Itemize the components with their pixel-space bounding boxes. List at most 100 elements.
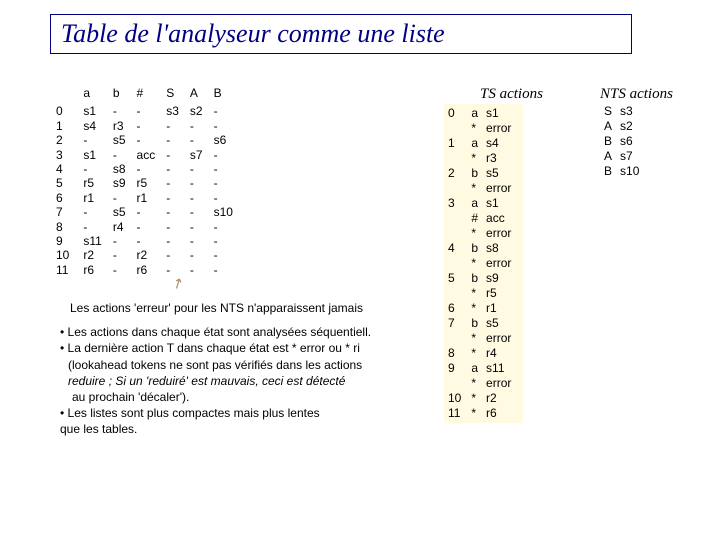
table-cell: - (190, 162, 214, 176)
table-cell: - (113, 191, 137, 205)
table-cell: s2 (190, 104, 214, 118)
note-line: que les tables. (60, 421, 420, 437)
table-cell (448, 121, 471, 136)
table-cell: 7 (448, 316, 471, 331)
table-cell: - (190, 205, 214, 219)
table-cell: * (471, 391, 486, 406)
table-cell: error (486, 121, 519, 136)
table-cell (448, 151, 471, 166)
table-cell: s5 (113, 205, 137, 219)
table-row: 7bs5 (448, 316, 519, 331)
table-row: 9s11----- (56, 234, 244, 248)
parse-table-col-header: S (166, 86, 190, 104)
table-cell: s9 (486, 271, 519, 286)
parse-table-col-header: B (214, 86, 244, 104)
table-cell: r4 (486, 346, 519, 361)
table-cell: r5 (83, 176, 112, 190)
table-cell: - (166, 176, 190, 190)
table-cell: r1 (83, 191, 112, 205)
table-cell: - (214, 176, 244, 190)
table-row: *error (448, 256, 519, 271)
table-cell: * (471, 346, 486, 361)
table-cell: s1 (83, 148, 112, 162)
table-cell: - (137, 234, 167, 248)
table-cell: 6 (56, 191, 83, 205)
table-cell: error (486, 376, 519, 391)
table-cell: - (166, 220, 190, 234)
table-cell: 10 (448, 391, 471, 406)
table-cell: s11 (83, 234, 112, 248)
table-cell: s1 (486, 196, 519, 211)
parse-table-col-header: A (190, 86, 214, 104)
table-cell: - (214, 248, 244, 262)
nts-actions-table: Ss3As2Bs6As7Bs10 (604, 104, 647, 179)
note-line: (lookahead tokens ne sont pas vérifiés d… (60, 357, 420, 373)
table-row: Bs6 (604, 134, 647, 149)
table-cell: s8 (113, 162, 137, 176)
table-row: 1s4r3---- (56, 119, 244, 133)
table-row: 1as4 (448, 136, 519, 151)
table-cell: s3 (620, 104, 647, 119)
table-cell: - (214, 148, 244, 162)
title-text: Table de l'analyseur comme une liste (61, 19, 445, 48)
table-cell: 3 (56, 148, 83, 162)
table-cell: - (190, 176, 214, 190)
table-cell: r1 (486, 301, 519, 316)
table-cell: - (190, 119, 214, 133)
table-cell: a (471, 136, 486, 151)
table-cell: - (214, 220, 244, 234)
table-row: 0as1 (448, 106, 519, 121)
table-row: 5r5s9r5--- (56, 176, 244, 190)
table-cell: * (471, 331, 486, 346)
table-cell: - (166, 162, 190, 176)
table-cell: s4 (486, 136, 519, 151)
table-cell: s5 (486, 166, 519, 181)
table-cell: 0 (56, 104, 83, 118)
table-cell: * (471, 301, 486, 316)
table-cell: - (83, 205, 112, 219)
ts-actions-table: 0as1*error1as4*r32bs5*error3as1#acc*erro… (448, 106, 519, 421)
note-line: • La dernière action T dans chaque état … (60, 340, 420, 356)
note-line: • Les actions dans chaque état sont anal… (60, 324, 420, 340)
table-cell: * (471, 376, 486, 391)
table-cell: - (137, 119, 167, 133)
nts-actions-box: Ss3As2Bs6As7Bs10 (604, 104, 647, 179)
table-cell: b (471, 166, 486, 181)
table-row: *error (448, 331, 519, 346)
table-cell: - (113, 104, 137, 118)
table-cell: 10 (56, 248, 83, 262)
table-cell: - (137, 133, 167, 147)
table-cell: 1 (448, 136, 471, 151)
table-cell: 3 (448, 196, 471, 211)
table-cell: a (471, 106, 486, 121)
table-cell: r6 (486, 406, 519, 421)
table-cell: 1 (56, 119, 83, 133)
table-cell: r5 (486, 286, 519, 301)
table-cell: - (166, 234, 190, 248)
table-cell: * (471, 286, 486, 301)
parse-table-body: 0s1--s3s2-1s4r3----2-s5---s63s1-acc-s7-4… (56, 104, 244, 277)
table-cell: r6 (83, 263, 112, 277)
table-row: 11*r6 (448, 406, 519, 421)
table-cell: - (166, 191, 190, 205)
table-cell: - (190, 248, 214, 262)
table-cell: - (113, 234, 137, 248)
parse-table-col-header: # (137, 86, 167, 104)
table-cell: 8 (448, 346, 471, 361)
table-row: *error (448, 121, 519, 136)
table-cell: - (214, 104, 244, 118)
table-row: 9as11 (448, 361, 519, 376)
table-cell: b (471, 316, 486, 331)
table-row: 2bs5 (448, 166, 519, 181)
table-cell: error (486, 256, 519, 271)
table-row: 3as1 (448, 196, 519, 211)
table-row: As7 (604, 149, 647, 164)
table-cell: acc (486, 211, 519, 226)
table-cell: 2 (448, 166, 471, 181)
table-cell: s5 (113, 133, 137, 147)
table-row: 3s1-acc-s7- (56, 148, 244, 162)
table-cell: s3 (166, 104, 190, 118)
table-cell: s8 (486, 241, 519, 256)
table-cell: - (166, 133, 190, 147)
table-cell: b (471, 271, 486, 286)
